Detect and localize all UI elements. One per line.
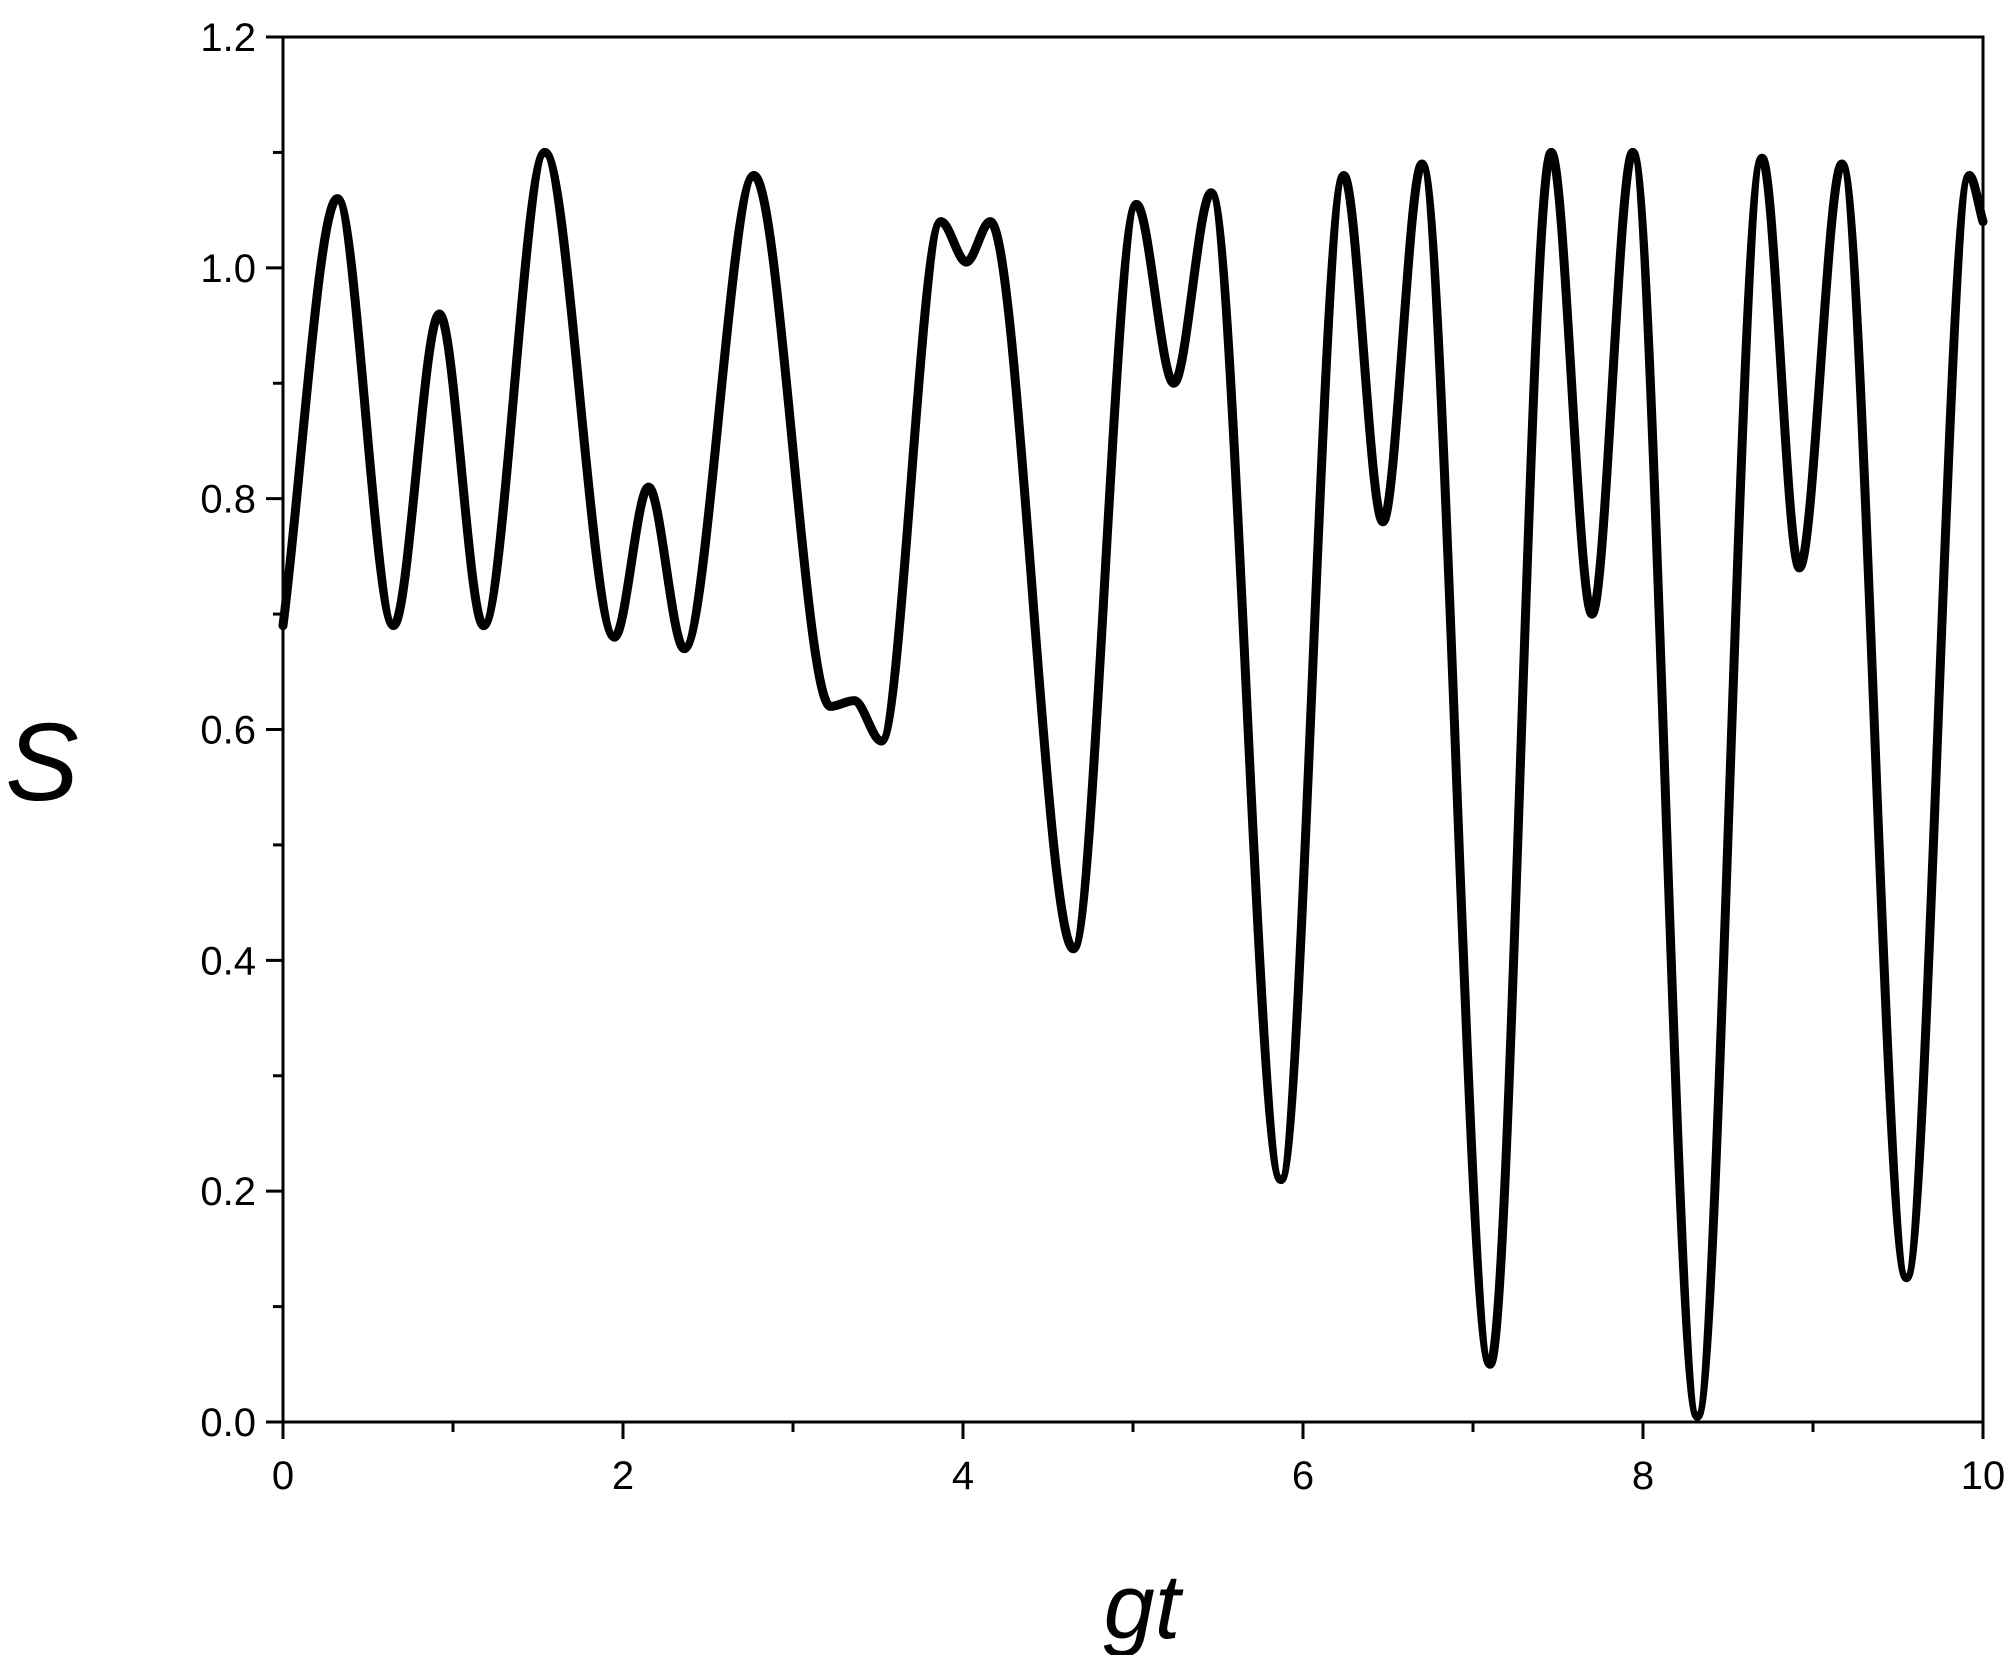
y-tick-label: 0.2 <box>200 1170 256 1214</box>
x-tick-label: 8 <box>1632 1454 1654 1498</box>
x-axis: 0 2 4 6 8 10 <box>272 1422 2005 1498</box>
series-line <box>278 147 1988 1421</box>
y-axis: 0.0 0.2 0.4 0.6 0.8 1.0 1.2 <box>200 16 283 1445</box>
x-tick-label: 6 <box>1292 1454 1314 1498</box>
y-axis-title: S <box>5 701 78 824</box>
y-tick-label: 0.0 <box>200 1401 256 1445</box>
y-tick-label: 0.8 <box>200 478 256 522</box>
y-tick-label: 0.6 <box>200 709 256 753</box>
y-tick-label: 0.4 <box>200 939 256 983</box>
x-tick-label: 4 <box>952 1454 974 1498</box>
x-tick-label: 0 <box>272 1454 294 1498</box>
y-tick-label: 1.0 <box>200 247 256 291</box>
x-tick-label: 2 <box>612 1454 634 1498</box>
x-tick-label: 10 <box>1961 1454 2006 1498</box>
y-tick-label: 1.2 <box>200 16 256 60</box>
x-axis-title: gt <box>1104 1556 1184 1655</box>
